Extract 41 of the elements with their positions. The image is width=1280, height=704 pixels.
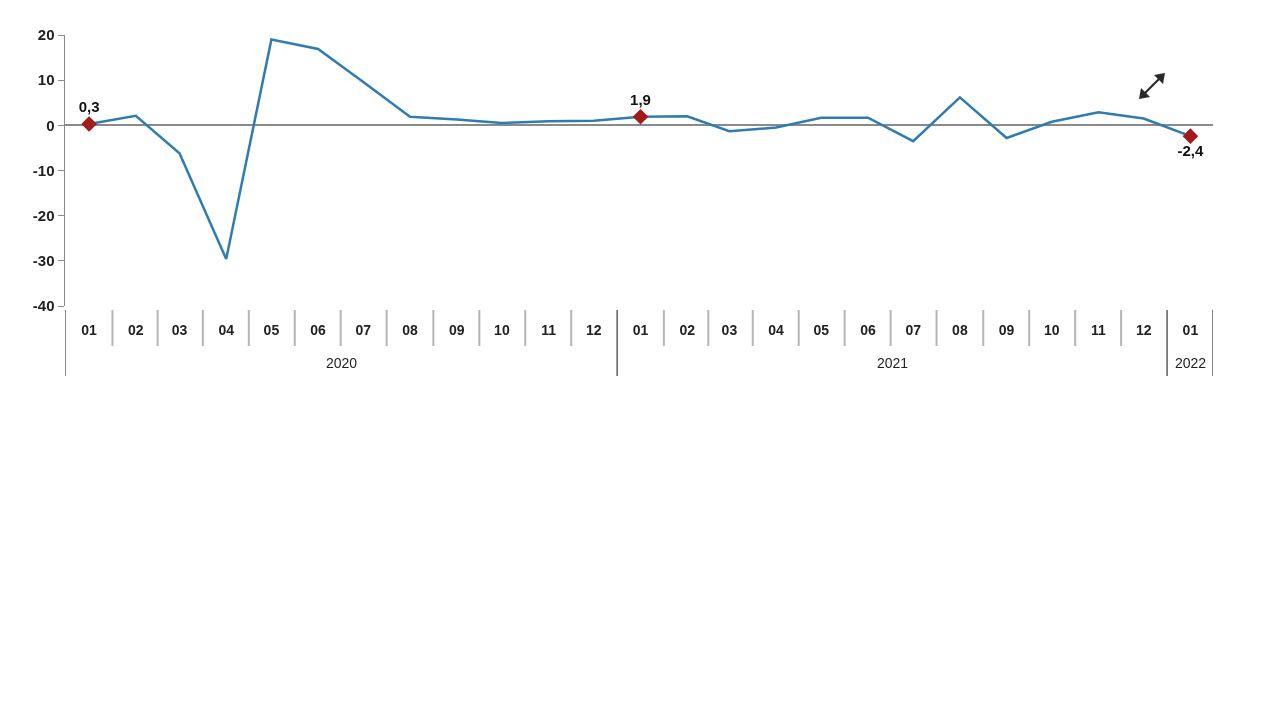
x-tick-label: 03	[721, 322, 738, 338]
x-tick-label: 05	[813, 322, 830, 338]
x-tick-label: 01	[632, 322, 649, 338]
x-tick-label: 10	[1044, 322, 1060, 338]
data-label: 0,3	[78, 97, 100, 115]
x-tick-label: 12	[586, 322, 602, 338]
x-tick-label: 11	[1091, 322, 1107, 338]
y-tick-label: 10	[37, 71, 55, 89]
y-tick-label: -10	[32, 161, 55, 179]
text: 2020	[326, 355, 358, 371]
x-tick-label: 02	[128, 322, 144, 338]
text: 2021	[877, 355, 909, 371]
x-tick-label: 12	[1135, 322, 1152, 338]
y-tick-label: -20	[32, 206, 55, 224]
x-tick-label: 08	[952, 322, 968, 338]
x-tick-label: 04	[768, 322, 785, 338]
y-tick-label: 0	[46, 116, 55, 134]
x-tick-label: 06	[310, 322, 327, 338]
data-label: -2,4	[1177, 141, 1204, 159]
point	[632, 108, 649, 125]
y-tick-label: 20	[37, 26, 55, 44]
x-tick-label: 11	[541, 322, 557, 338]
x-tick-label: 08	[402, 322, 418, 338]
x-tick-label: 07	[355, 322, 372, 338]
x-tick-label: 07	[905, 322, 922, 338]
text: 2022	[1175, 355, 1207, 371]
x-tick-label: 01	[81, 322, 98, 338]
y-tick-label: -40	[32, 297, 55, 315]
x-tick-label: 05	[263, 322, 280, 338]
x-tick-label: 09	[998, 322, 1015, 338]
x-tick-label: 10	[494, 322, 510, 338]
x-tick-label: 01	[1182, 322, 1199, 338]
x-tick-label: 03	[171, 322, 188, 338]
x-tick-label: 04	[218, 322, 235, 338]
y-tick-label: -30	[32, 252, 55, 270]
x-tick-label: 06	[860, 322, 876, 338]
x-tick-label: 02	[679, 322, 696, 338]
x-tick-label: 09	[448, 322, 465, 338]
point	[1182, 128, 1199, 144]
point	[81, 116, 97, 132]
data-label: 1,9	[630, 90, 651, 108]
